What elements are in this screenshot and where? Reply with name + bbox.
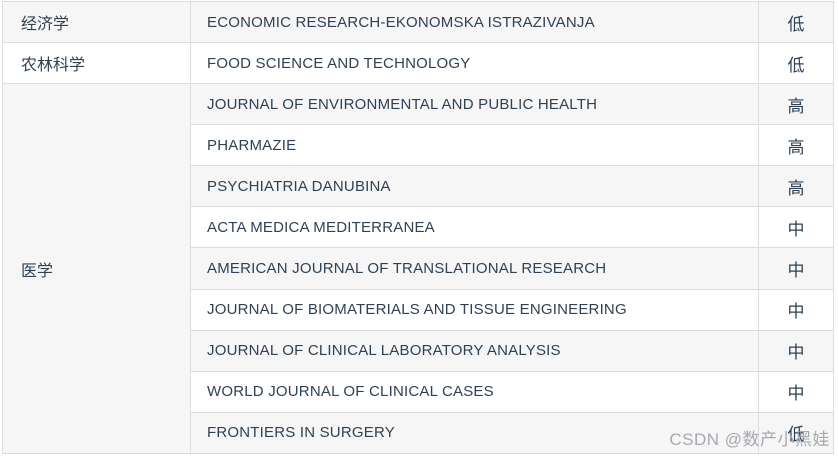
table-row: WORLD JOURNAL OF CLINICAL CASES 中 [3, 370, 834, 413]
table-row: JOURNAL OF BIOMATERIALS AND TISSUE ENGIN… [3, 288, 834, 331]
risk-level-cell: 中 [758, 288, 834, 331]
risk-level-cell: 高 [758, 124, 834, 167]
journal-name-cell: FRONTIERS IN SURGERY [190, 411, 759, 455]
risk-level-cell: 低 [758, 411, 834, 455]
journal-name-cell: WORLD JOURNAL OF CLINICAL CASES [190, 370, 759, 413]
table-row: AMERICAN JOURNAL OF TRANSLATIONAL RESEAR… [3, 247, 834, 290]
table-row: JOURNAL OF CLINICAL LABORATORY ANALYSIS … [3, 329, 834, 372]
table-row: 经济学 ECONOMIC RESEARCH-EKONOMSKA ISTRAZIV… [2, 0, 834, 44]
journal-name-cell: PHARMAZIE [190, 124, 759, 167]
journal-name-cell: AMERICAN JOURNAL OF TRANSLATIONAL RESEAR… [190, 247, 759, 290]
table-row: FRONTIERS IN SURGERY 低 [3, 411, 834, 455]
journal-name-cell: ECONOMIC RESEARCH-EKONOMSKA ISTRAZIVANJA [190, 0, 759, 44]
risk-level-cell: 中 [758, 206, 834, 249]
journal-name-cell: JOURNAL OF ENVIRONMENTAL AND PUBLIC HEAL… [190, 83, 759, 126]
risk-level-cell: 中 [758, 329, 834, 372]
risk-level-cell: 高 [758, 83, 834, 126]
table-row: PHARMAZIE 高 [3, 124, 834, 167]
table-row: 农林科学 FOOD SCIENCE AND TECHNOLOGY 低 [2, 42, 834, 85]
category-cell-medicine: 医学 [2, 83, 191, 454]
category-cell: 经济学 [2, 0, 191, 44]
risk-level-cell: 中 [758, 247, 834, 290]
journal-name-cell: ACTA MEDICA MEDITERRANEA [190, 206, 759, 249]
journal-name-cell: PSYCHIATRIA DANUBINA [190, 165, 759, 208]
table-row: 医学 JOURNAL OF ENVIRONMENTAL AND PUBLIC H… [2, 83, 834, 454]
journal-name-cell: JOURNAL OF BIOMATERIALS AND TISSUE ENGIN… [190, 288, 759, 331]
journal-name-cell: FOOD SCIENCE AND TECHNOLOGY [190, 42, 759, 85]
risk-level-cell: 高 [758, 165, 834, 208]
journal-name-cell: JOURNAL OF CLINICAL LABORATORY ANALYSIS [190, 329, 759, 372]
risk-level-cell: 低 [758, 0, 834, 44]
category-cell: 农林科学 [2, 42, 191, 85]
risk-level-cell: 低 [758, 42, 834, 85]
table-row: ACTA MEDICA MEDITERRANEA 中 [3, 206, 834, 249]
risk-level-cell: 中 [758, 370, 834, 413]
